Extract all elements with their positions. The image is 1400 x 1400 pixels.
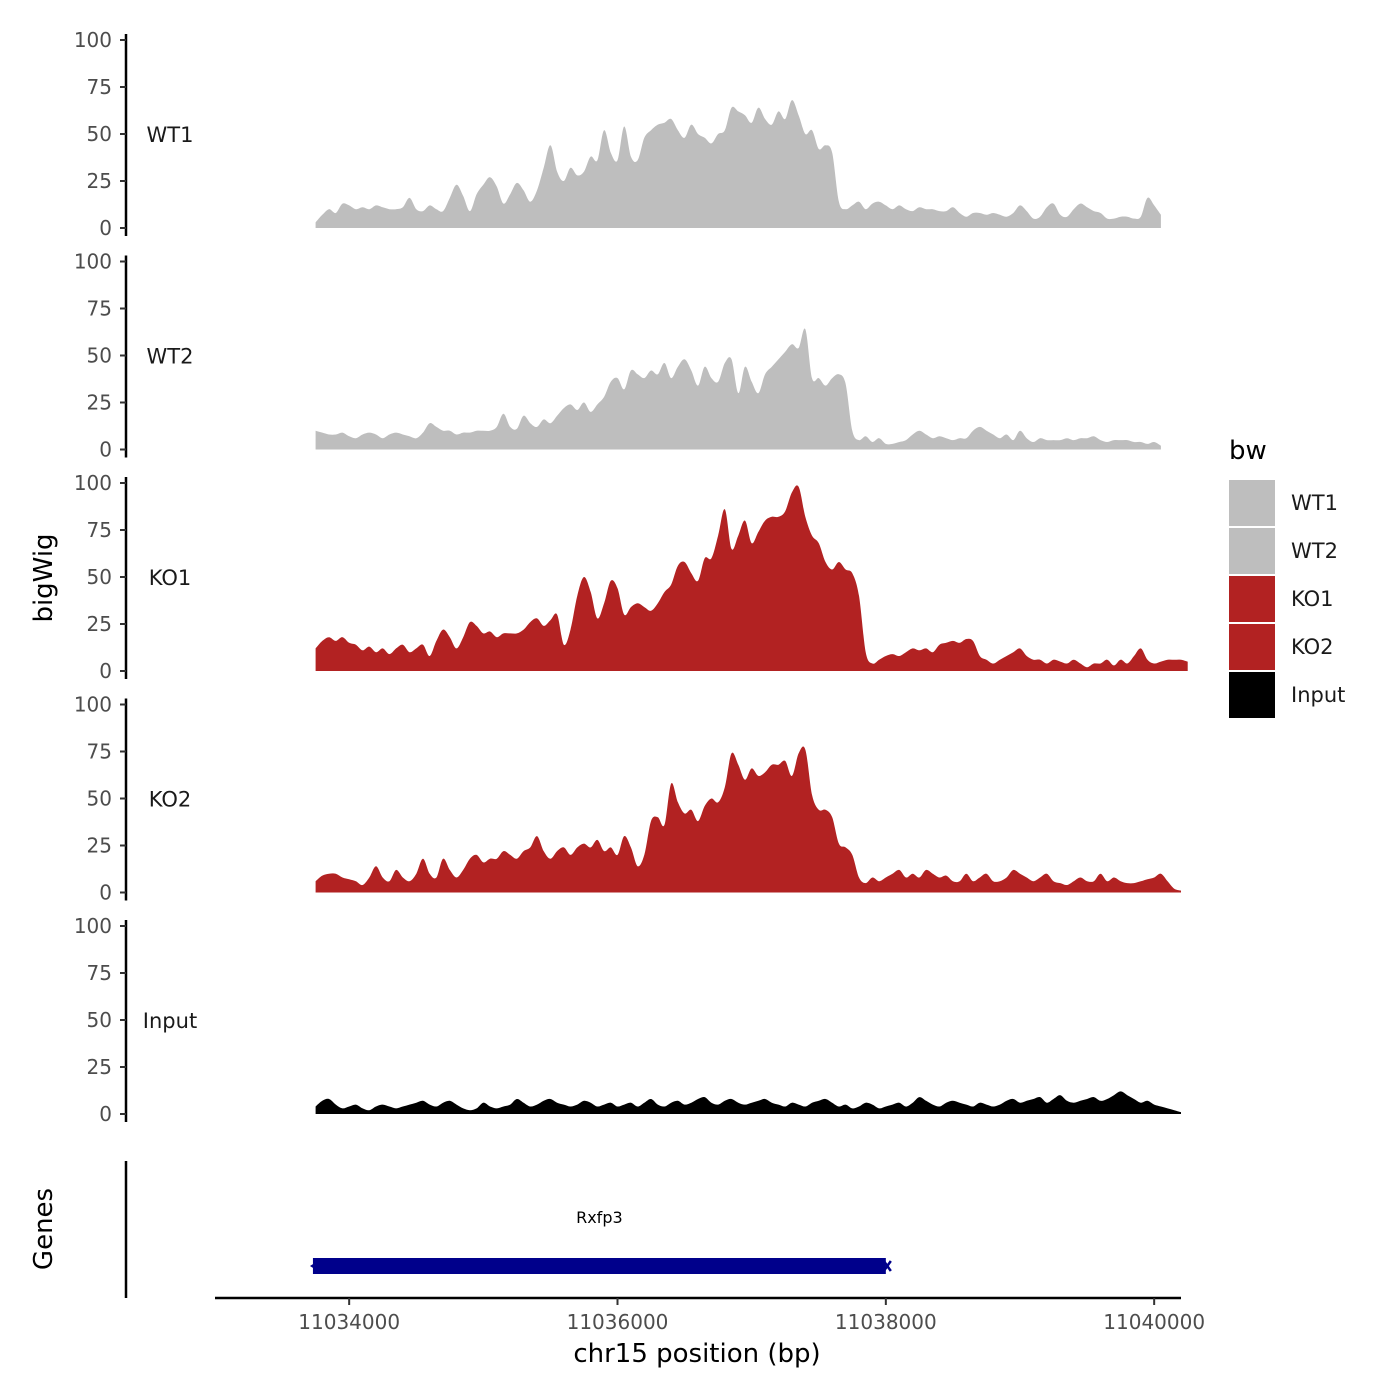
legend-label: WT2 xyxy=(1291,539,1338,563)
legend-entry-Input: Input xyxy=(1229,672,1345,718)
x-tick-label: 11038000 xyxy=(835,1310,937,1334)
gene-label: Rxfp3 xyxy=(576,1208,623,1227)
y-tick-label: 0 xyxy=(99,1102,112,1126)
legend: bw WT1 WT2 KO1 KO2 Input xyxy=(1229,436,1345,718)
genes-layer: Rxfp3 xyxy=(124,1161,892,1298)
y-tick-label: 25 xyxy=(87,169,112,193)
track-WT2: 0 25 50 75 100 WT2 xyxy=(74,250,1161,462)
y-tick-label: 25 xyxy=(87,612,112,636)
y-axis-title: bigWig xyxy=(29,533,59,622)
y-tick-label: 100 xyxy=(74,250,112,274)
x-axis-title: chr15 position (bp) xyxy=(573,1339,820,1369)
y-tick-label: 75 xyxy=(87,740,112,764)
y-tick-label: 25 xyxy=(87,834,112,858)
legend-entry-KO2: KO2 xyxy=(1229,624,1334,670)
y-tick-label: 50 xyxy=(87,122,112,146)
y-tick-label: 0 xyxy=(99,216,112,240)
y-tick-label: 75 xyxy=(87,518,112,542)
track-label-WT1: WT1 xyxy=(147,123,194,147)
legend-entry-WT1: WT1 xyxy=(1229,480,1338,526)
y-tick-label: 100 xyxy=(74,914,112,938)
genes-axis-title: Genes xyxy=(29,1188,59,1270)
legend-entry-KO1: KO1 xyxy=(1229,576,1334,622)
y-tick-label: 50 xyxy=(87,1008,112,1032)
tracks-layer: 0255075100WT10255075100WT20255075100KO10… xyxy=(74,28,1188,1126)
track-label-Input: Input xyxy=(143,1009,197,1033)
legend-swatch xyxy=(1229,480,1275,526)
gene-strand-arrow xyxy=(309,1261,318,1271)
legend-swatch xyxy=(1229,576,1275,622)
track-label-WT2: WT2 xyxy=(147,345,194,369)
coverage-area-KO2 xyxy=(315,746,1182,893)
legend-swatch xyxy=(1229,624,1275,670)
y-tick-label: 50 xyxy=(87,344,112,368)
legend-title: bw xyxy=(1229,436,1267,466)
coverage-area-WT2 xyxy=(315,328,1161,450)
y-tick-label: 100 xyxy=(74,28,112,52)
gene-Rxfp3: Rxfp3 xyxy=(309,1208,892,1274)
x-axis: 11034000 11036000 11038000 11040000 xyxy=(215,1296,1205,1334)
y-tick-label: 50 xyxy=(87,787,112,811)
legend-label: Input xyxy=(1291,683,1345,707)
x-tick-label: 11040000 xyxy=(1103,1310,1205,1334)
y-tick-label: 25 xyxy=(87,1055,112,1079)
legend-swatch xyxy=(1229,672,1275,718)
coverage-area-KO1 xyxy=(315,485,1188,671)
y-tick-label: 0 xyxy=(99,881,112,905)
y-tick-label: 100 xyxy=(74,693,112,717)
y-tick-label: 0 xyxy=(99,659,112,683)
track-WT1: 0 25 50 75 100 WT1 xyxy=(74,28,1161,240)
y-tick-label: 75 xyxy=(87,297,112,321)
legend-label: KO1 xyxy=(1291,587,1334,611)
y-tick-label: 25 xyxy=(87,391,112,415)
track-label-KO1: KO1 xyxy=(149,566,192,590)
y-tick-label: 0 xyxy=(99,438,112,462)
y-tick-label: 75 xyxy=(87,75,112,99)
track-label-KO2: KO2 xyxy=(149,788,192,812)
gene-body xyxy=(312,1258,886,1274)
legend-label: WT1 xyxy=(1291,491,1338,515)
legend-entry-WT2: WT2 xyxy=(1229,528,1338,574)
y-tick-label: 50 xyxy=(87,565,112,589)
track-KO2: 0 25 50 75 100 KO2 xyxy=(74,693,1182,905)
coverage-area-WT1 xyxy=(315,100,1161,228)
x-tick-label: 11036000 xyxy=(567,1310,669,1334)
track-KO1: 0 25 50 75 100 KO1 xyxy=(74,471,1188,683)
legend-label: KO2 xyxy=(1291,635,1334,659)
coverage-area-Input xyxy=(315,1091,1182,1114)
y-tick-label: 75 xyxy=(87,961,112,985)
gene-end-mark xyxy=(882,1260,892,1272)
x-tick-label: 11034000 xyxy=(298,1310,400,1334)
track-Input: 0 25 50 75 100 Input xyxy=(74,914,1182,1126)
legend-swatch xyxy=(1229,528,1275,574)
y-tick-label: 100 xyxy=(74,471,112,495)
